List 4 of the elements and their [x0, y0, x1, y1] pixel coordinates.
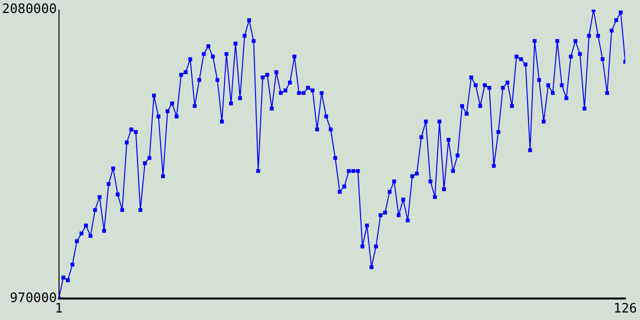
- y-tick-label: 970000: [10, 290, 57, 306]
- y-tick-label: 2080000: [2, 2, 57, 18]
- x-tick-label: 126: [614, 302, 637, 317]
- x-tick-label: 1: [54, 302, 63, 317]
